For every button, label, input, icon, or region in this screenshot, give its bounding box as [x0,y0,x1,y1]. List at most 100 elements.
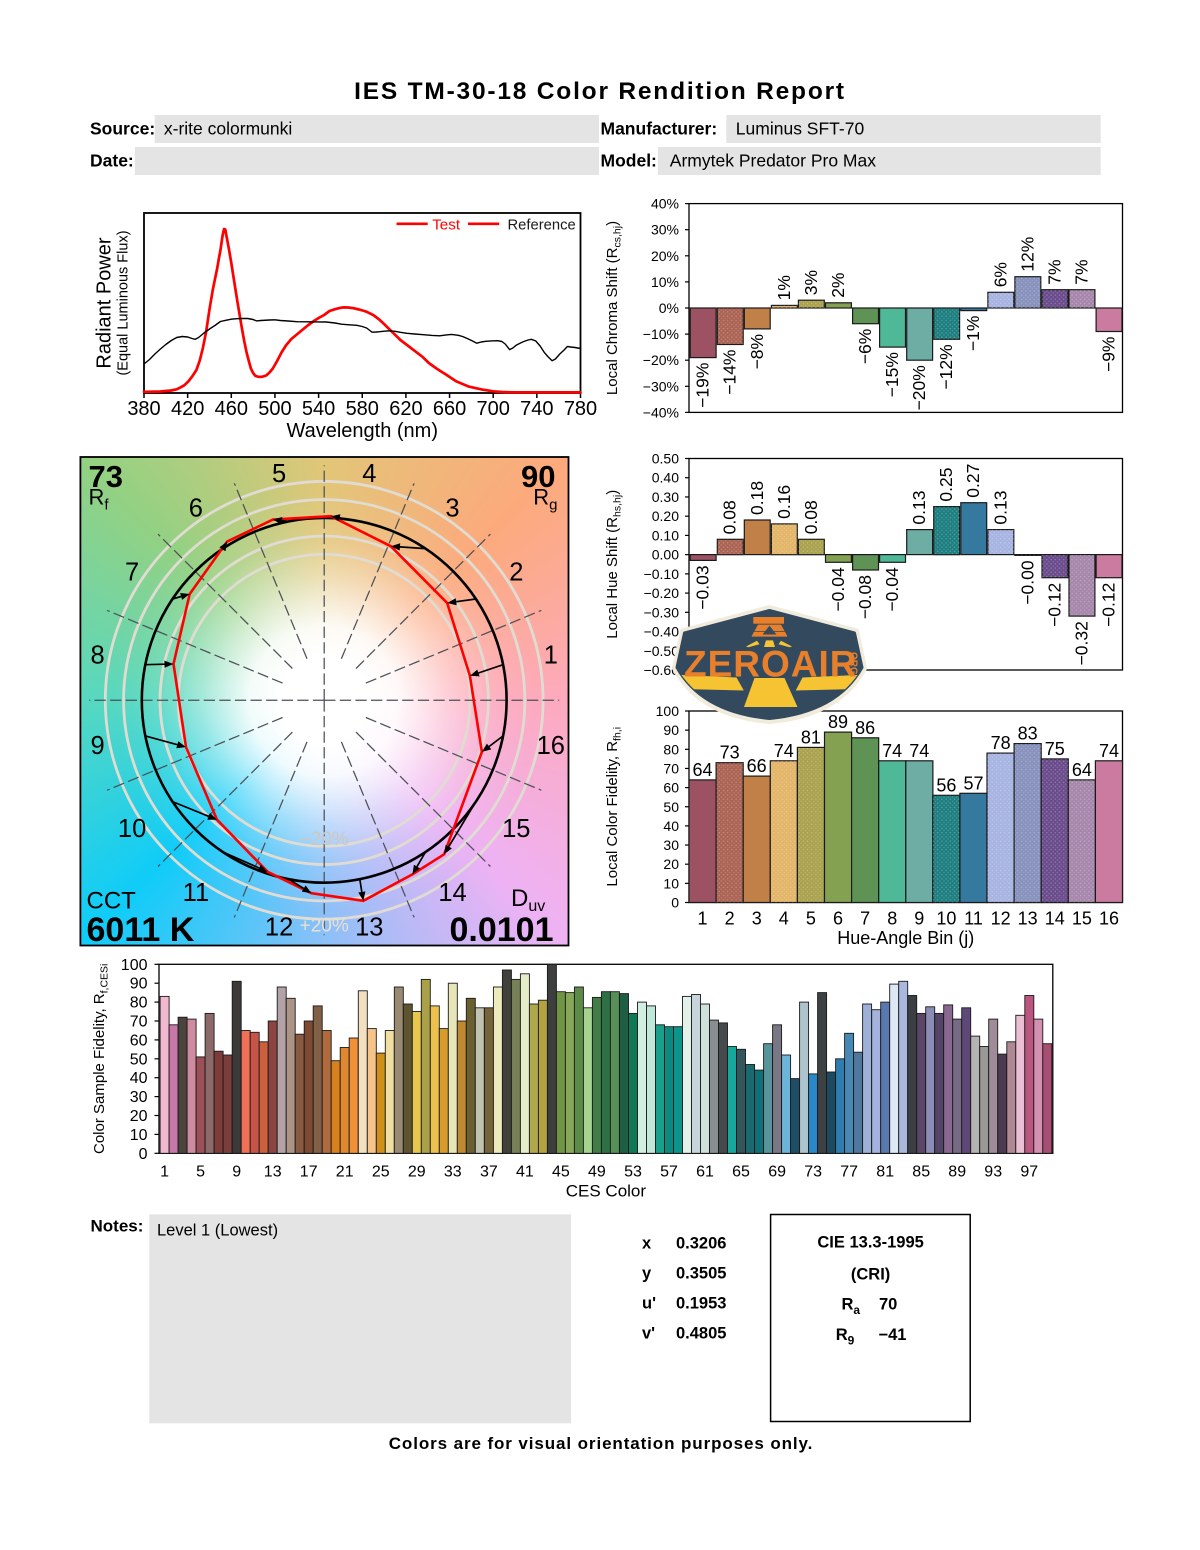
svg-text:33: 33 [444,1164,462,1181]
svg-text:Local Color Fidelity, Rfh,i: Local Color Fidelity, Rfh,i [604,727,624,887]
svg-text:Level 1 (Lowest): Level 1 (Lowest) [157,1222,278,1240]
svg-text:0.13: 0.13 [909,491,929,525]
svg-text:−14%: −14% [720,350,740,395]
svg-text:37: 37 [480,1164,498,1181]
svg-text:60: 60 [130,1032,148,1049]
svg-text:460: 460 [215,398,248,420]
svg-text:8: 8 [91,642,105,670]
svg-text:Model:: Model: [601,151,657,171]
svg-text:−0.08: −0.08 [855,575,875,619]
svg-text:89: 89 [828,712,848,732]
svg-text:73: 73 [89,459,123,494]
svg-text:85: 85 [912,1164,930,1181]
svg-text:−19%: −19% [693,363,713,408]
svg-text:81: 81 [801,727,821,747]
svg-text:64: 64 [692,760,712,780]
svg-text:0: 0 [139,1146,148,1163]
svg-text:0.0101: 0.0101 [450,911,554,949]
svg-text:14: 14 [438,879,466,907]
svg-text:−9%: −9% [1099,337,1119,373]
svg-text:1: 1 [160,1164,169,1181]
svg-text:6011 K: 6011 K [87,911,195,949]
svg-text:Source:: Source: [90,119,155,139]
svg-text:0.18: 0.18 [747,481,767,515]
svg-text:0.30: 0.30 [652,489,679,505]
svg-text:Duv: Duv [511,885,545,915]
svg-text:−15%: −15% [882,352,902,397]
svg-text:−40%: −40% [643,404,679,420]
svg-text:10%: 10% [651,274,679,290]
svg-text:0.13: 0.13 [990,491,1010,525]
svg-text:x: x [642,1235,652,1253]
svg-text:8: 8 [887,909,897,929]
svg-text:u': u' [642,1295,656,1313]
svg-text:Radiant Power: Radiant Power [94,237,116,369]
svg-text:13: 13 [264,1164,282,1181]
svg-text:Reference: Reference [508,218,576,234]
svg-text:Local Hue Shift (Rhs,hj): Local Hue Shift (Rhs,hj) [604,490,624,639]
svg-text:−10%: −10% [643,326,679,342]
svg-text:−0.12: −0.12 [1044,583,1064,627]
svg-text:0.25: 0.25 [936,468,956,502]
svg-text:89: 89 [948,1164,966,1181]
svg-text:20%: 20% [651,248,679,264]
svg-text:CIE 13.3-1995: CIE 13.3-1995 [817,1234,923,1252]
svg-text:Color Sample Fidelity, Rf,CESi: Color Sample Fidelity, Rf,CESi [91,964,111,1154]
svg-text:9: 9 [91,732,105,760]
svg-text:57: 57 [963,773,983,793]
svg-text:40%: 40% [651,196,679,212]
svg-text:−0.04: −0.04 [828,567,848,612]
svg-text:50: 50 [130,1051,148,1068]
svg-text:−1%: −1% [963,316,983,352]
svg-text:17: 17 [300,1164,318,1181]
svg-text:−12%: −12% [936,344,956,389]
svg-text:97: 97 [1020,1164,1038,1181]
svg-text:+20%: +20% [300,916,349,937]
svg-text:6: 6 [833,909,843,929]
svg-text:75: 75 [1045,739,1065,759]
svg-text:−20%: −20% [643,352,679,368]
svg-text:Notes:: Notes: [91,1217,144,1236]
svg-text:10: 10 [936,909,956,929]
svg-text:83: 83 [1018,724,1038,744]
svg-text:16: 16 [537,732,565,760]
svg-text:ZEROAIR: ZEROAIR [684,644,858,685]
svg-text:20: 20 [130,1108,148,1125]
svg-text:53: 53 [624,1164,642,1181]
svg-text:−0.50: −0.50 [644,643,680,659]
svg-text:IES TM-30-18 Color Rendition R: IES TM-30-18 Color Rendition Report [354,78,846,105]
svg-text:500: 500 [258,398,291,420]
svg-text:−41: −41 [879,1326,907,1344]
svg-text:0.3206: 0.3206 [676,1235,726,1253]
svg-text:−0.60: −0.60 [644,662,680,678]
svg-text:−6%: −6% [855,329,875,365]
svg-text:5: 5 [806,909,816,929]
svg-text:12: 12 [991,909,1011,929]
svg-text:0%: 0% [659,300,679,316]
svg-text:90: 90 [663,722,679,738]
svg-text:Test: Test [432,217,461,234]
svg-text:57: 57 [660,1164,678,1181]
svg-text:0.08: 0.08 [720,500,740,534]
svg-text:11: 11 [183,879,209,907]
svg-text:74: 74 [1099,741,1119,761]
svg-text:−20%: −20% [909,365,929,410]
svg-text:10: 10 [118,815,146,843]
svg-text:R9: R9 [836,1326,855,1348]
svg-text:50: 50 [663,799,679,815]
svg-text:700: 700 [477,398,510,420]
svg-text:0.27: 0.27 [963,464,983,498]
svg-text:13: 13 [355,913,383,941]
svg-text:Wavelength (nm): Wavelength (nm) [286,420,438,442]
svg-text:86: 86 [855,718,875,738]
svg-text:5: 5 [272,460,286,488]
svg-text:77: 77 [840,1164,858,1181]
svg-text:Ra: Ra [842,1295,861,1317]
svg-text:−20%: −20% [300,829,349,850]
svg-text:78: 78 [991,733,1011,753]
svg-text:6: 6 [189,495,203,523]
svg-text:0.10: 0.10 [652,527,679,543]
svg-text:15: 15 [1072,909,1092,929]
svg-text:580: 580 [346,398,379,420]
svg-text:Armytek Predator Pro Max: Armytek Predator Pro Max [670,151,876,171]
